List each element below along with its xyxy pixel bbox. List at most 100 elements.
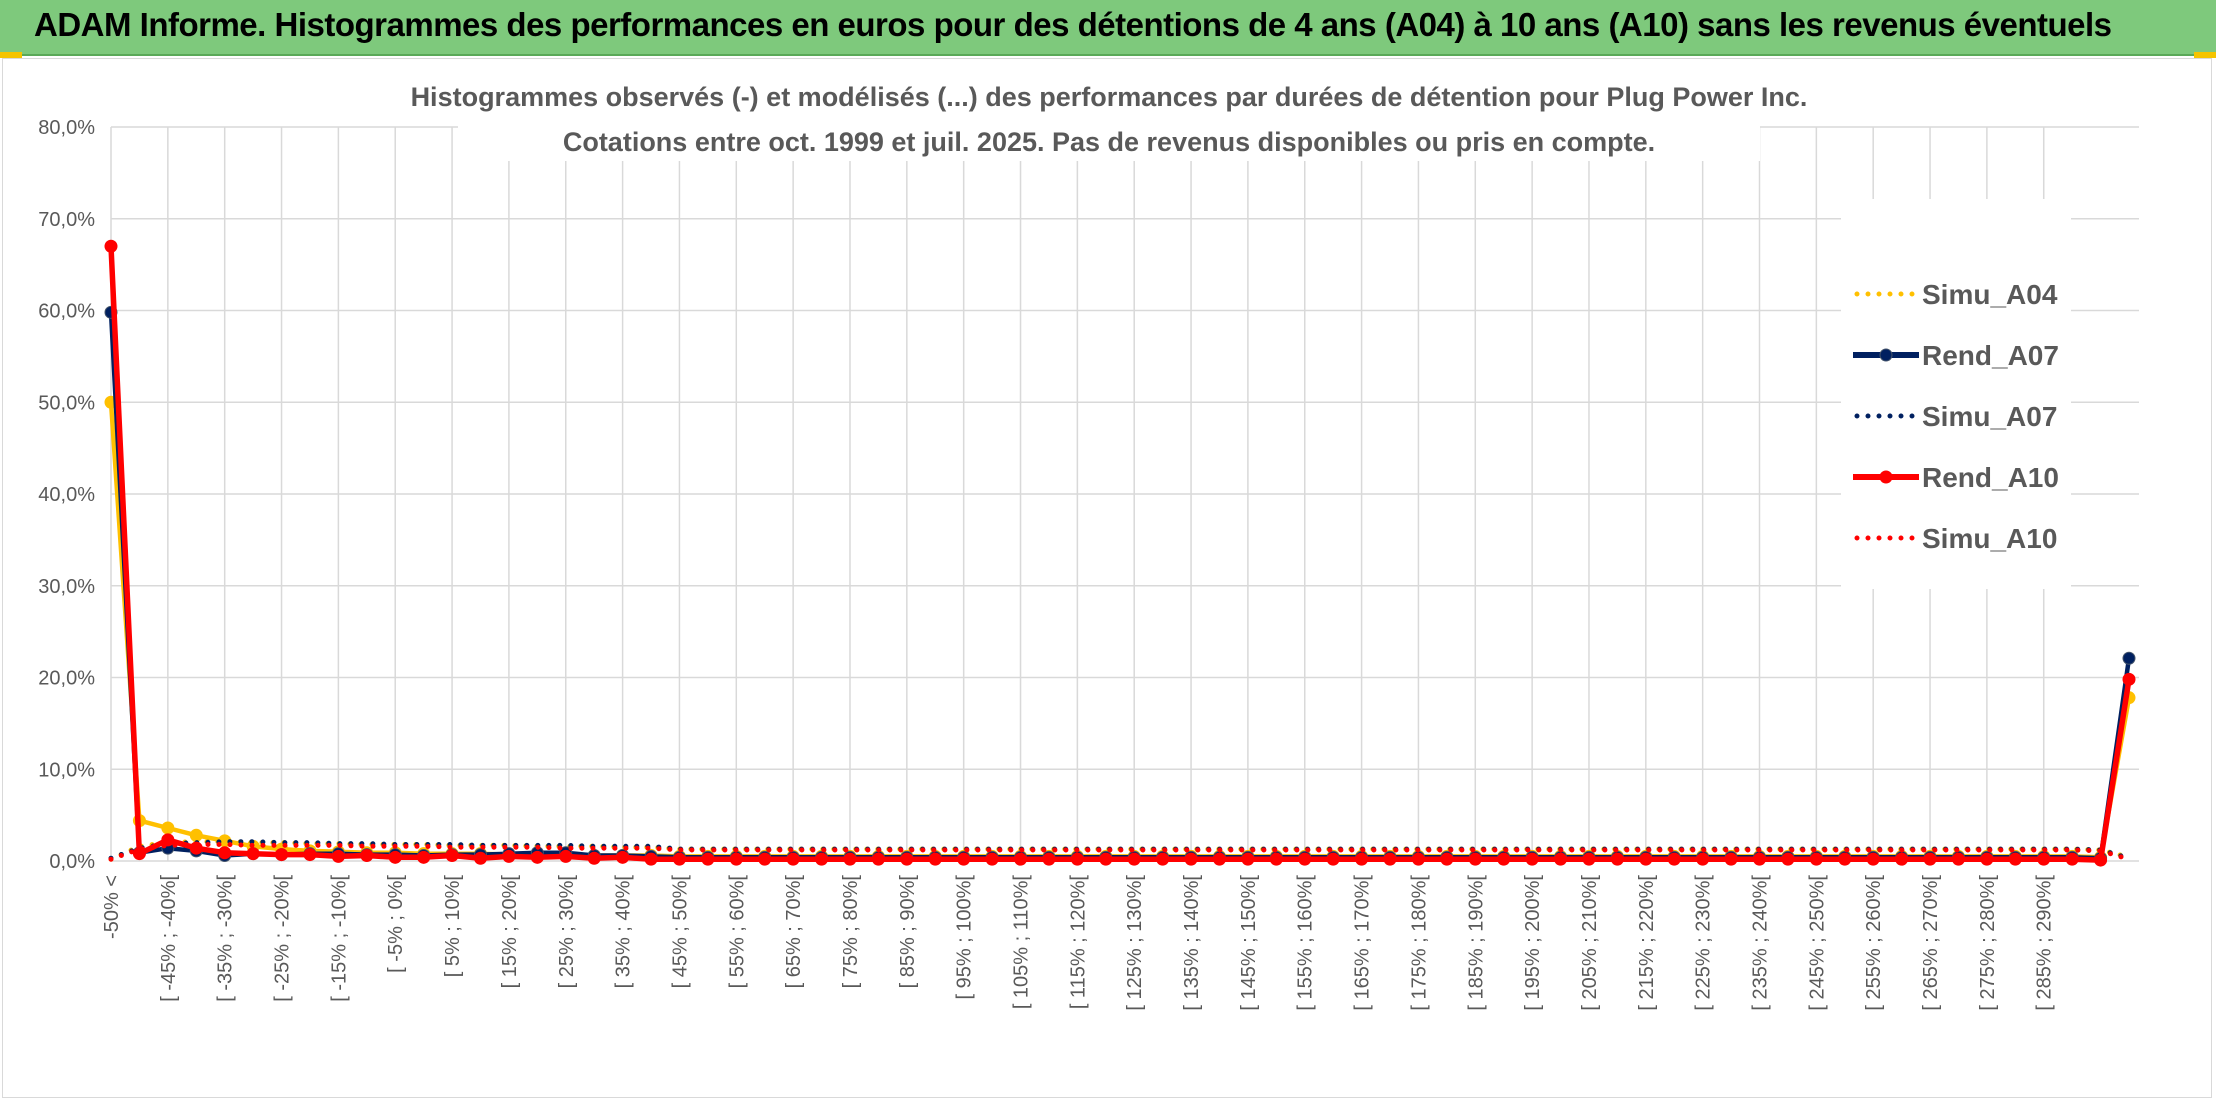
data-point xyxy=(1212,852,1226,866)
data-point xyxy=(587,851,601,865)
data-point xyxy=(1184,852,1198,866)
legend-label: Simu_A10 xyxy=(1922,523,2057,554)
chart-frame: 0,0% 10,0% 20,0% 30,0% 40,0% 50,0% 60,0% 70,0% 8… xyxy=(2,58,2212,1098)
x-tick-label: [ 195% ; 200%[ xyxy=(1522,875,1544,1011)
data-point xyxy=(445,848,459,862)
data-point xyxy=(1468,852,1482,866)
data-point xyxy=(957,852,971,866)
series-line xyxy=(108,842,2132,862)
data-point xyxy=(1298,852,1312,866)
x-tick-label: [ 165% ; 170%[ xyxy=(1352,875,1374,1011)
legend-background xyxy=(1841,199,2071,589)
x-tick-label: [ 35% ; 40%[ xyxy=(613,875,635,989)
x-tick-label: [ -35% ; -30%[ xyxy=(215,875,237,1002)
x-tick-label: [ 185% ; 190%[ xyxy=(1465,875,1487,1011)
data-point xyxy=(1127,852,1141,866)
data-point xyxy=(2037,852,2051,866)
x-tick-label: [ 145% ; 150%[ xyxy=(1238,875,1260,1011)
data-point xyxy=(815,852,829,866)
x-tick-label: [ 135% ; 140%[ xyxy=(1181,875,1203,1011)
legend-item-Simu_A04: Simu_A04 xyxy=(1854,279,2058,310)
data-point xyxy=(417,850,431,864)
x-tick-label: [ 125% ; 130%[ xyxy=(1124,875,1146,1011)
data-point xyxy=(388,850,402,864)
data-point xyxy=(275,848,289,862)
x-tick-label: [ 115% ; 120%[ xyxy=(1067,875,1089,1010)
x-tick-label: [ 155% ; 160%[ xyxy=(1295,875,1317,1011)
x-tick-label: [ 275% ; 280%[ xyxy=(1977,875,1999,1011)
data-point xyxy=(559,849,573,863)
x-tick-label: [ 215% ; 220%[ xyxy=(1636,875,1658,1011)
data-point xyxy=(871,852,885,866)
y-tick-label: 20,0% xyxy=(38,668,95,690)
x-tick-label: [ 285% ; 290%[ xyxy=(2034,875,2056,1011)
data-point xyxy=(1809,852,1823,866)
data-point xyxy=(1070,852,1084,866)
y-axis: 0,0% 10,0% 20,0% 30,0% 40,0% 50,0% 60,0% 70,0% 8… xyxy=(38,117,95,873)
x-tick-label: [ -5% ; 0%[ xyxy=(385,875,407,973)
data-point xyxy=(1667,852,1681,866)
data-point xyxy=(1099,852,1113,866)
data-point xyxy=(1525,852,1539,866)
legend-item-Rend_A10: Rend_A10 xyxy=(1853,462,2059,493)
legend-marker xyxy=(1879,470,1893,484)
x-tick-label: [ 105% ; 110%[ xyxy=(1011,875,1033,1010)
x-tick-label: [ 45% ; 50%[ xyxy=(669,875,691,989)
data-point xyxy=(1042,852,1056,866)
legend-label: Rend_A07 xyxy=(1922,340,2059,371)
x-tick-label: [ 65% ; 70%[ xyxy=(783,875,805,989)
data-point xyxy=(1014,852,1028,866)
y-tick-label: 60,0% xyxy=(38,301,95,323)
data-point xyxy=(1951,852,1965,866)
x-axis: -50% < [ -45% ; -40%[[ -35% ; -30%[[ -25%… xyxy=(101,875,2056,1011)
data-point xyxy=(1554,852,1568,866)
data-point xyxy=(729,852,743,866)
legend: Rend_A04Simu_A04Rend_A07Simu_A07Rend_A10… xyxy=(1841,199,2071,589)
y-tick-label: 50,0% xyxy=(38,392,95,414)
legend-label: Simu_A07 xyxy=(1922,401,2057,432)
x-tick-label: [ 25% ; 30%[ xyxy=(556,875,578,989)
data-point xyxy=(616,850,630,864)
data-point xyxy=(1440,852,1454,866)
data-point xyxy=(1326,852,1340,866)
x-tick-label: [ 175% ; 180%[ xyxy=(1408,875,1430,1011)
data-point xyxy=(1582,852,1596,866)
x-tick-label: [ -45% ; -40%[ xyxy=(158,875,180,1002)
data-point xyxy=(1895,852,1909,866)
data-point xyxy=(900,852,914,866)
x-tick-label: [ 235% ; 240%[ xyxy=(1750,875,1772,1011)
y-tick-label: 70,0% xyxy=(38,209,95,231)
data-point xyxy=(1497,852,1511,866)
report-title: ADAM Informe. Histogrammes des performan… xyxy=(34,6,2112,43)
data-point xyxy=(1383,852,1397,866)
data-point xyxy=(1724,852,1738,866)
series-line xyxy=(108,402,2132,860)
series-Simu_A10 xyxy=(108,842,2132,862)
series-layer xyxy=(104,239,2136,867)
x-tick-label: [ 205% ; 210%[ xyxy=(1579,875,1601,1011)
series-Rend_A10 xyxy=(104,239,2136,867)
report-header: ADAM Informe. Histogrammes des performan… xyxy=(0,0,2216,56)
data-point xyxy=(1866,852,1880,866)
data-point xyxy=(2008,852,2022,866)
y-tick-label: 80,0% xyxy=(38,117,95,139)
y-tick-label: 0,0% xyxy=(49,851,95,873)
data-point xyxy=(1610,852,1624,866)
corner-mark-left xyxy=(0,52,22,58)
data-point xyxy=(161,833,175,847)
x-tick-label: [ 265% ; 270%[ xyxy=(1920,875,1942,1011)
title-background xyxy=(458,79,1760,161)
data-point xyxy=(1241,852,1255,866)
grid xyxy=(110,126,2139,862)
legend-label: Rend_A10 xyxy=(1922,462,2059,493)
data-point xyxy=(2065,852,2079,866)
x-tick-label: [ -15% ; -10%[ xyxy=(328,875,350,1002)
data-point xyxy=(1923,852,1937,866)
x-tick-label: [ 245% ; 250%[ xyxy=(1806,875,1828,1011)
x-tick-label: [ 85% ; 90%[ xyxy=(897,875,919,989)
x-tick-label: [ 225% ; 230%[ xyxy=(1693,875,1715,1011)
data-point xyxy=(786,852,800,866)
data-point xyxy=(1781,852,1795,866)
data-point xyxy=(530,850,544,864)
x-tick-label: [ 15% ; 20%[ xyxy=(499,875,521,989)
